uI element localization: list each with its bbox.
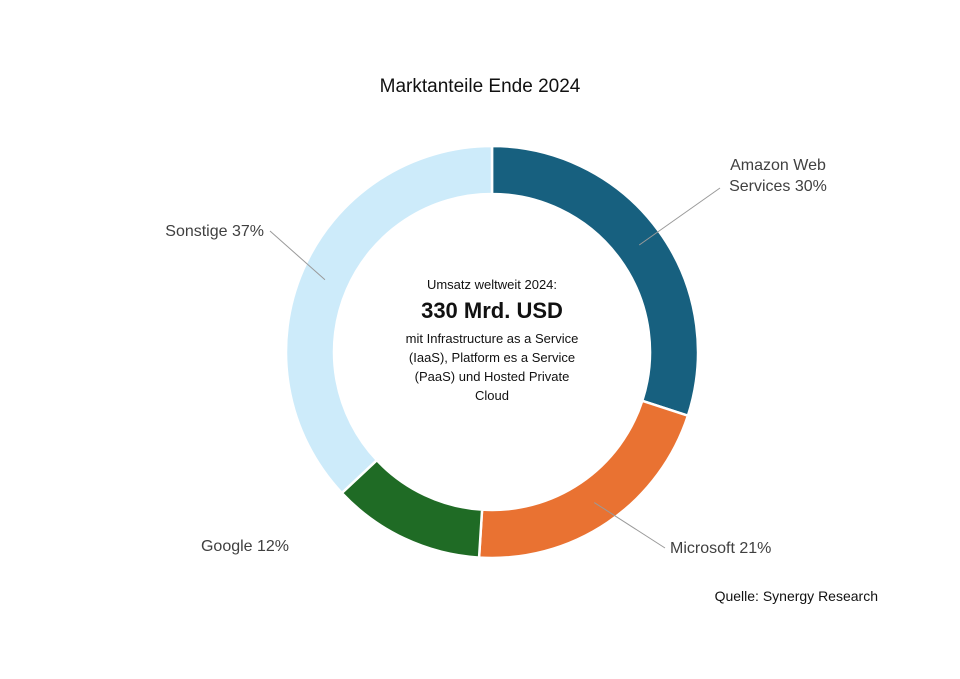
source-note: Quelle: Synergy Research	[714, 588, 878, 604]
chart-title: Marktanteile Ende 2024	[379, 76, 581, 97]
leader-line-microsoft	[594, 502, 666, 549]
slice-label-microsoft: Microsoft 21%	[670, 540, 771, 557]
leader-line-sonstige	[269, 230, 326, 281]
center-total-value: 330 Mrd. USD	[421, 298, 563, 323]
slice-labels: Amazon Web Services 30% Microsoft 21% Googl…	[165, 157, 827, 557]
donut-center-text: Umsatz weltweit 2024: 330 Mrd. USD mit I…	[372, 276, 612, 405]
leader-line-amazon-web-services	[638, 187, 721, 246]
donut-slices	[284, 144, 700, 560]
slice-label-sonstige: Sonstige 37%	[165, 223, 264, 240]
slice-microsoft	[477, 399, 690, 560]
center-caption: Umsatz weltweit 2024:	[426, 277, 558, 292]
slice-label-google: Google 12%	[201, 538, 289, 555]
center-description: mit Infrastructure as a Service (IaaS), …	[405, 331, 579, 403]
leader-lines	[269, 187, 721, 549]
slice-label-amazon-web-services: Amazon Web Services 30%	[729, 157, 827, 195]
slice-sonstige	[284, 144, 494, 495]
